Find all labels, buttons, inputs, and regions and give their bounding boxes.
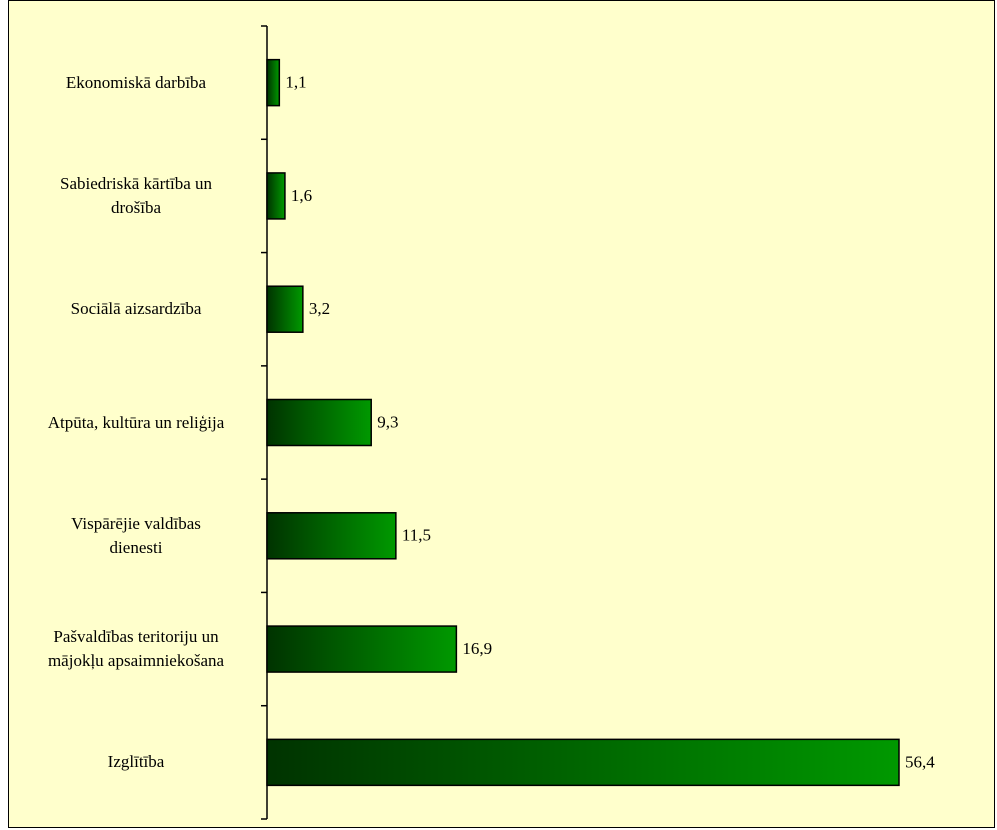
y-tick-label: Sociālā aizsardzība xyxy=(70,299,202,319)
data-label: 56,4 xyxy=(905,752,935,771)
y-tick-label: Pašvaldības teritoriju un mājokļu apsaim… xyxy=(47,627,225,671)
y-tick-label: Atpūta, kultūra un reliģija xyxy=(47,412,225,432)
plot: 1,1 1,6 3,2 9,3 11,5 16,9 56,4 xyxy=(261,25,935,820)
bar xyxy=(266,398,372,447)
data-label: 11,5 xyxy=(402,526,431,545)
bar xyxy=(266,738,900,787)
bar xyxy=(266,172,286,220)
y-tick-label: Ekonomiskā darbība xyxy=(65,72,207,92)
y-tick-label: Izglītība xyxy=(107,752,165,772)
bar xyxy=(266,512,397,560)
data-label: 16,9 xyxy=(462,639,492,658)
bar xyxy=(266,285,304,333)
data-label: 1,6 xyxy=(291,186,312,205)
y-tick-label: Sabiedriskā kārtība un drošība xyxy=(59,173,212,217)
data-label: 1,1 xyxy=(285,73,306,92)
data-label: 3,2 xyxy=(309,299,330,318)
bar xyxy=(266,58,281,107)
bar xyxy=(266,625,458,673)
chart: 1,1 1,6 3,2 9,3 11,5 16,9 56,4 Ekonomiskā darb… xyxy=(8,0,995,828)
data-label: 9,3 xyxy=(377,412,398,431)
y-tick-label: Vispārējie valdības dienesti xyxy=(71,513,201,557)
